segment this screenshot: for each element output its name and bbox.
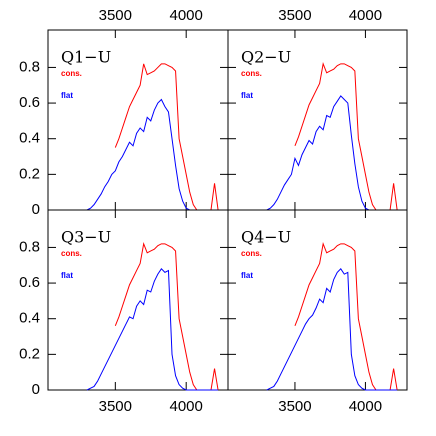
x-tick-label: 3500 (278, 7, 311, 24)
series-line (114, 242, 219, 391)
x-tick-label: 4000 (170, 7, 203, 24)
y-tick-label: 0.2 (19, 345, 40, 362)
y-tick-label: 0.8 (19, 238, 40, 255)
panel-title: Q2−U (241, 48, 291, 67)
legend-entry: cons. (241, 249, 262, 258)
series-line (266, 95, 398, 211)
x-tick-label: 4000 (170, 398, 203, 415)
panel-title: Q1−U (61, 48, 111, 67)
panel-title: Q3−U (61, 228, 111, 247)
series-line (86, 98, 219, 211)
y-tick-label: 0.4 (19, 130, 40, 147)
x-tick-label: 3500 (99, 7, 132, 24)
y-tick-label: 0 (32, 381, 40, 398)
x-tick-label: 3500 (99, 398, 132, 415)
y-tick-label: 0.2 (19, 165, 40, 182)
legend-entry: flat (241, 91, 253, 100)
legend-entry: cons. (61, 249, 82, 258)
x-tick-label: 4000 (349, 398, 382, 415)
legend-entry: flat (61, 91, 73, 100)
series-line (86, 268, 219, 391)
series-line (114, 63, 219, 211)
x-tick-label: 4000 (349, 7, 382, 24)
y-tick-label: 0.8 (19, 58, 40, 75)
y-tick-label: 0.6 (19, 94, 40, 111)
y-tick-label: 0.4 (19, 310, 40, 327)
x-tick-label: 3500 (278, 398, 311, 415)
legend-entry: cons. (61, 69, 82, 78)
y-tick-label: 0 (32, 201, 40, 218)
legend-entry: cons. (241, 69, 262, 78)
series-line (266, 268, 398, 391)
legend-entry: flat (61, 271, 73, 280)
panel-title: Q4−U (241, 228, 291, 247)
legend-entry: flat (241, 271, 253, 280)
panel-frame (227, 209, 408, 391)
series-line (294, 62, 398, 211)
y-tick-label: 0.6 (19, 274, 40, 291)
